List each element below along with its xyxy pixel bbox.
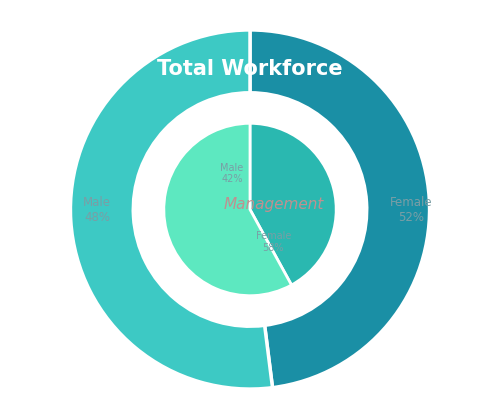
Text: Management: Management — [223, 197, 324, 212]
Wedge shape — [250, 30, 430, 388]
Wedge shape — [134, 93, 366, 326]
Wedge shape — [250, 123, 336, 285]
Text: Total Workforce: Total Workforce — [157, 59, 343, 80]
Text: Female
52%: Female 52% — [390, 196, 433, 223]
Wedge shape — [70, 30, 272, 389]
Text: Male
48%: Male 48% — [84, 196, 112, 223]
Text: Female
58%: Female 58% — [256, 231, 291, 253]
Wedge shape — [164, 123, 292, 296]
Text: Male
42%: Male 42% — [220, 163, 244, 184]
